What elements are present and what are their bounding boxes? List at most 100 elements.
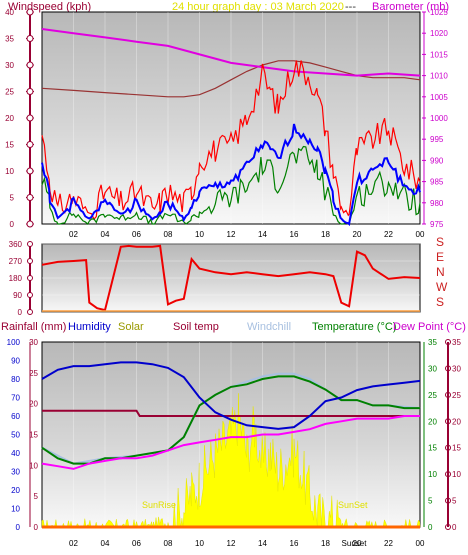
sunset-label: SunSet: [338, 500, 368, 510]
rain-tick-label: 20: [29, 400, 38, 409]
direction-series: [41, 244, 421, 312]
legend-windchill: Windchill: [247, 321, 291, 333]
sunset-x-label: Sunset: [342, 539, 368, 548]
bottom-legend: Rainfall (mm) Humidity Solar Soil temp W…: [1, 321, 466, 333]
direction-tick-label: 180: [9, 274, 23, 283]
wind-x-tick-label: 08: [164, 230, 173, 239]
temp-x-tick-label: 14: [258, 539, 267, 548]
temp-series: [41, 361, 421, 529]
soil-tick-label: 20: [452, 417, 461, 426]
wind-tick-dot: [26, 61, 34, 69]
series-temperature: [41, 375, 420, 465]
baro-tick-label: 980: [430, 199, 444, 208]
temp-tick-label: 10: [428, 470, 437, 479]
rain-tick-label: 30: [29, 338, 38, 347]
wind-x-tick-label: 18: [321, 230, 330, 239]
wind-tick-dot: [26, 35, 34, 42]
compass-letter: S: [436, 235, 444, 249]
temp-tick-label: 5: [428, 497, 433, 506]
direction-series: [41, 244, 421, 312]
humidity-tick-label: 100: [7, 338, 21, 347]
temp-x-tick-label: 08: [164, 539, 173, 548]
rain-tick-label: 25: [29, 369, 38, 378]
rain-axis: 0 5 10 15 20 25 30: [29, 338, 38, 532]
soil-tick-label: 30: [452, 364, 461, 373]
temp-tick-label: 30: [428, 364, 437, 373]
wind-tick-dot: [26, 194, 34, 201]
temp-x-tick-label: 20: [353, 539, 362, 548]
wind-x-tick-label: 22: [384, 230, 393, 239]
temp-tick-label: 15: [428, 444, 437, 453]
wind-tick-label: 15: [5, 141, 14, 150]
legend-humidity: Humidity: [68, 321, 111, 333]
compass-letter: E: [436, 250, 444, 264]
baro-tick-label: 995: [430, 135, 444, 144]
wind-series: [41, 28, 421, 227]
compass-letter: S: [436, 295, 444, 309]
header-dashes: ---: [345, 1, 356, 13]
wind-tick-dot: [26, 167, 34, 175]
soil-tick-label: 35: [452, 338, 461, 347]
series-solar: [41, 393, 421, 528]
legend-rainfall: Rainfall (mm): [1, 321, 66, 333]
wind-tick-label: 10: [5, 167, 14, 176]
temp-tick-label: 25: [428, 391, 437, 400]
wind-x-tick-label: 16: [290, 230, 299, 239]
direction-tick-dot: [27, 241, 33, 247]
graph-date-title: 24 hour graph day : 03 March 2020: [172, 1, 344, 13]
humidity-tick-label: 90: [11, 357, 20, 366]
wind-x-axis: 02 04 06 08 10 12 14 16 18 20 22 00: [69, 230, 425, 239]
soil-tick-label: 10: [452, 470, 461, 479]
temp-x-axis: 02 04 06 08 10 12 14 16 18 20 22 00 Sunset: [69, 539, 425, 548]
temp-x-tick-label: 00: [416, 539, 425, 548]
temp-x-tick-label: 12: [227, 539, 236, 548]
wind-x-tick-label: 14: [258, 230, 267, 239]
wind-left-axis: 0 5 10 15 20 25 30 35 40: [5, 8, 34, 229]
humidity-tick-label: 60: [11, 412, 20, 421]
wind-x-tick-label: 12: [227, 230, 236, 239]
direction-tick-dot: [27, 309, 33, 315]
baro-tick-label: 1010: [430, 72, 448, 81]
wind-x-tick-label: 00: [416, 230, 425, 239]
temp-tick-label: 0: [428, 523, 433, 532]
wind-tick-dot: [26, 114, 34, 122]
wind-series-barometer: [41, 28, 421, 77]
wind-tick-label: 30: [5, 61, 14, 70]
baro-tick-label: 1025: [430, 8, 448, 17]
temp-grid: [73, 342, 389, 527]
soil-tick-label: 15: [452, 444, 461, 453]
series-dew-point: [41, 415, 420, 470]
direction-left-axis: 0 90 180 270 360: [9, 240, 33, 317]
temp-x-tick-label: 18: [321, 539, 330, 548]
baro-right-axis: 975 980 985 990 995 1000 1005 1010 1015 1020 1025: [422, 8, 448, 229]
wind-tick-label: 25: [5, 88, 14, 97]
direction-tick-dot: [27, 275, 33, 281]
baro-tick-label: 1000: [430, 114, 448, 123]
temp-x-tick-label: 10: [195, 539, 204, 548]
soil-tick-label: 5: [452, 497, 457, 506]
wind-tick-dot: [26, 88, 34, 95]
legend-temperature: Temperature (°C): [312, 321, 396, 333]
legend-dew-point: Dew Point (°C): [393, 321, 466, 333]
wind-x-tick-label: 06: [132, 230, 141, 239]
humidity-tick-label: 10: [11, 505, 20, 514]
direction-tick-label: 0: [18, 308, 23, 317]
sunrise-label: SunRise: [142, 500, 176, 510]
temp-right-axis: 0 0 5 5 10 10 15 15 20 20 25 25 30 30 35 35: [423, 338, 461, 532]
wind-tick-label: 35: [5, 35, 14, 44]
wind-series-low: [41, 145, 421, 225]
direction-tick-dot: [27, 292, 33, 298]
baro-tick-label: 1015: [430, 50, 448, 59]
humidity-tick-label: 70: [11, 394, 20, 403]
direction-tick-dot: [27, 258, 33, 264]
humidity-tick-label: 50: [11, 431, 20, 440]
soil-tick-label: 25: [452, 391, 461, 400]
humidity-tick-label: 80: [11, 375, 20, 384]
temp-x-tick-label: 06: [132, 539, 141, 548]
direction-tick-label: 90: [13, 291, 22, 300]
wind-tick-label: 0: [10, 220, 15, 229]
humidity-axis: 0 10 20 30 40 50 60 70 80 90 100: [7, 338, 21, 532]
baro-tick-label: 1020: [430, 29, 448, 38]
